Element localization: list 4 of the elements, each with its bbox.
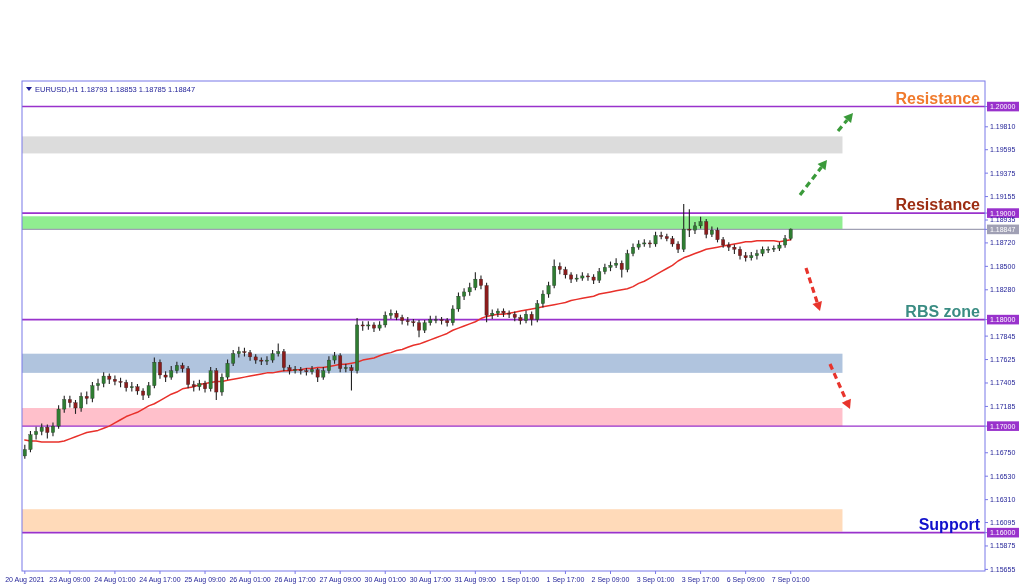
ref-line-label: Resistance [895,89,981,107]
ref-line-label: Resistance [895,196,981,214]
ref-line-label: Support [918,515,981,533]
ref-line-label: RBS zone [905,302,981,320]
